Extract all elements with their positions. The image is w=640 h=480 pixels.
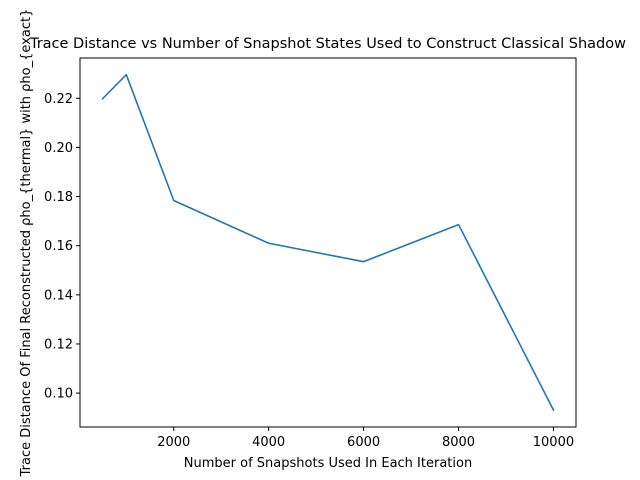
plot-lines (101, 73, 555, 412)
x-axis-label: Number of Snapshots Used In Each Iterati… (184, 456, 472, 471)
axis-ticks: 2000 4000 6000 8000 10000 0.10 0.12 0.14 0.16 0.1… (44, 92, 574, 450)
y-tick-label: 0.12 (44, 337, 73, 352)
y-tick-label: 0.16 (44, 239, 73, 254)
y-tick-label: 0.14 (44, 288, 73, 303)
x-tick-label: 4000 (252, 435, 285, 450)
x-tick-label: 6000 (347, 435, 380, 450)
x-tick-label: 2000 (157, 435, 190, 450)
chart-title: Trace Distance vs Number of Snapshot Sta… (29, 36, 626, 52)
y-tick-label: 0.22 (44, 92, 73, 107)
y-tick-label: 0.18 (44, 190, 73, 205)
plot-frame (79, 57, 577, 428)
y-axis-label: Trace Distance Of Final Reconstructed ρh… (19, 9, 34, 478)
series-line (101, 73, 555, 412)
x-tick-label: 8000 (442, 435, 475, 450)
x-tick-label: 10000 (533, 435, 574, 450)
y-tick-label: 0.10 (44, 387, 73, 402)
y-tick-label: 0.20 (44, 141, 73, 156)
